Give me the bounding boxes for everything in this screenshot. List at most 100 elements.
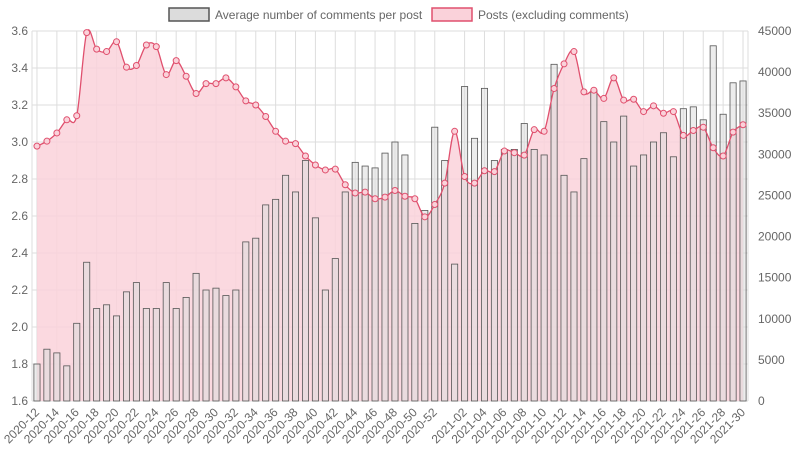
comments-bar <box>570 191 578 402</box>
posts-point <box>212 80 220 88</box>
posts-point <box>689 126 697 134</box>
posts-point <box>480 167 488 175</box>
posts-point <box>142 41 150 49</box>
comments-bar <box>282 174 290 402</box>
posts-point <box>341 181 349 189</box>
posts-point <box>232 83 240 91</box>
right-tick-label: 30000 <box>758 147 792 161</box>
left-tick-label: 1.8 <box>11 357 28 371</box>
posts-point <box>381 193 389 201</box>
legend-posts: Posts (excluding comments) <box>431 7 629 22</box>
right-tick-label: 40000 <box>758 65 792 79</box>
posts-point <box>451 127 459 135</box>
comments-bar <box>659 132 667 402</box>
comments-bar <box>530 148 538 402</box>
posts-point <box>630 95 638 103</box>
comments-bar <box>272 198 280 402</box>
comments-bar <box>152 308 160 402</box>
right-tick-label: 35000 <box>758 106 792 120</box>
comments-bar <box>679 108 687 402</box>
left-tick-label: 3.2 <box>11 98 28 112</box>
comments-bar <box>709 45 717 402</box>
comments-bar <box>650 141 658 402</box>
comments-bar <box>351 161 359 402</box>
posts-point <box>421 213 429 221</box>
comments-bar <box>520 123 528 402</box>
posts-point <box>351 189 359 197</box>
comments-bar <box>122 291 130 402</box>
posts-point <box>650 102 658 110</box>
posts-point <box>570 48 578 56</box>
posts-point <box>510 149 518 157</box>
bars <box>33 45 747 402</box>
comments-bar <box>600 121 608 402</box>
comments-bar <box>361 165 369 402</box>
legend-posts-label: Posts (excluding comments) <box>478 8 629 22</box>
posts-point <box>192 89 200 97</box>
comments-bar <box>490 160 498 402</box>
comments-bar <box>202 289 210 402</box>
right-tick-label: 20000 <box>758 230 792 244</box>
comments-bar <box>331 258 339 402</box>
comments-bar <box>142 308 150 402</box>
posts-point <box>411 195 419 203</box>
comments-bar <box>500 148 508 402</box>
comments-bar <box>540 154 548 402</box>
right-tick-label: 0 <box>758 394 765 408</box>
comments-bar <box>242 241 250 402</box>
comments-bar <box>610 141 618 402</box>
comments-bar <box>63 365 71 402</box>
right-tick-label: 25000 <box>758 188 792 202</box>
posts-point <box>182 72 190 80</box>
legend: Average number of comments per post Posts… <box>168 7 629 22</box>
right-tick-label: 10000 <box>758 312 792 326</box>
posts-point <box>669 108 677 116</box>
comments-bar <box>301 160 309 402</box>
comments-bar <box>381 152 389 402</box>
right-tick-label: 45000 <box>758 24 792 38</box>
right-tick-label: 5000 <box>758 353 785 367</box>
posts-point <box>272 127 280 135</box>
comments-bar <box>132 282 140 402</box>
left-tick-label: 2.8 <box>11 172 28 186</box>
posts-point <box>620 96 628 104</box>
posts-point <box>560 60 568 68</box>
comments-bar <box>391 141 399 402</box>
posts-point <box>202 80 210 88</box>
posts-point <box>113 38 121 46</box>
left-tick-label: 1.6 <box>11 394 28 408</box>
posts-point <box>371 195 379 203</box>
posts-point <box>739 121 747 129</box>
comments-bar <box>719 113 727 402</box>
comments-bar <box>401 154 409 402</box>
comments-bar <box>311 217 319 402</box>
posts-point <box>361 188 369 196</box>
comments-bar <box>729 82 737 402</box>
left-tick-label: 2.4 <box>11 246 28 260</box>
left-tick-label: 2.0 <box>11 320 28 334</box>
posts-point <box>580 88 588 96</box>
posts-point <box>590 86 598 94</box>
posts-point <box>550 85 558 93</box>
left-tick-label: 2.2 <box>11 283 28 297</box>
legend-comments-label: Average number of comments per post <box>215 8 423 22</box>
posts-point <box>122 63 130 71</box>
posts-point <box>729 128 737 136</box>
posts-point <box>83 29 91 37</box>
posts-line <box>33 29 747 221</box>
posts-point <box>331 165 339 173</box>
posts-point <box>93 45 101 53</box>
comments-bar <box>699 119 707 402</box>
comments-bar <box>620 115 628 402</box>
posts-point <box>461 173 469 181</box>
posts-point <box>441 179 449 187</box>
comments-bar <box>192 272 200 402</box>
comments-bar <box>580 158 588 402</box>
comments-bar <box>480 87 488 402</box>
comments-bar <box>461 86 469 402</box>
comments-bar <box>43 348 51 402</box>
left-tick-label: 3.6 <box>11 24 28 38</box>
left-tick-label: 3.4 <box>11 61 28 75</box>
comments-bar <box>162 282 170 402</box>
